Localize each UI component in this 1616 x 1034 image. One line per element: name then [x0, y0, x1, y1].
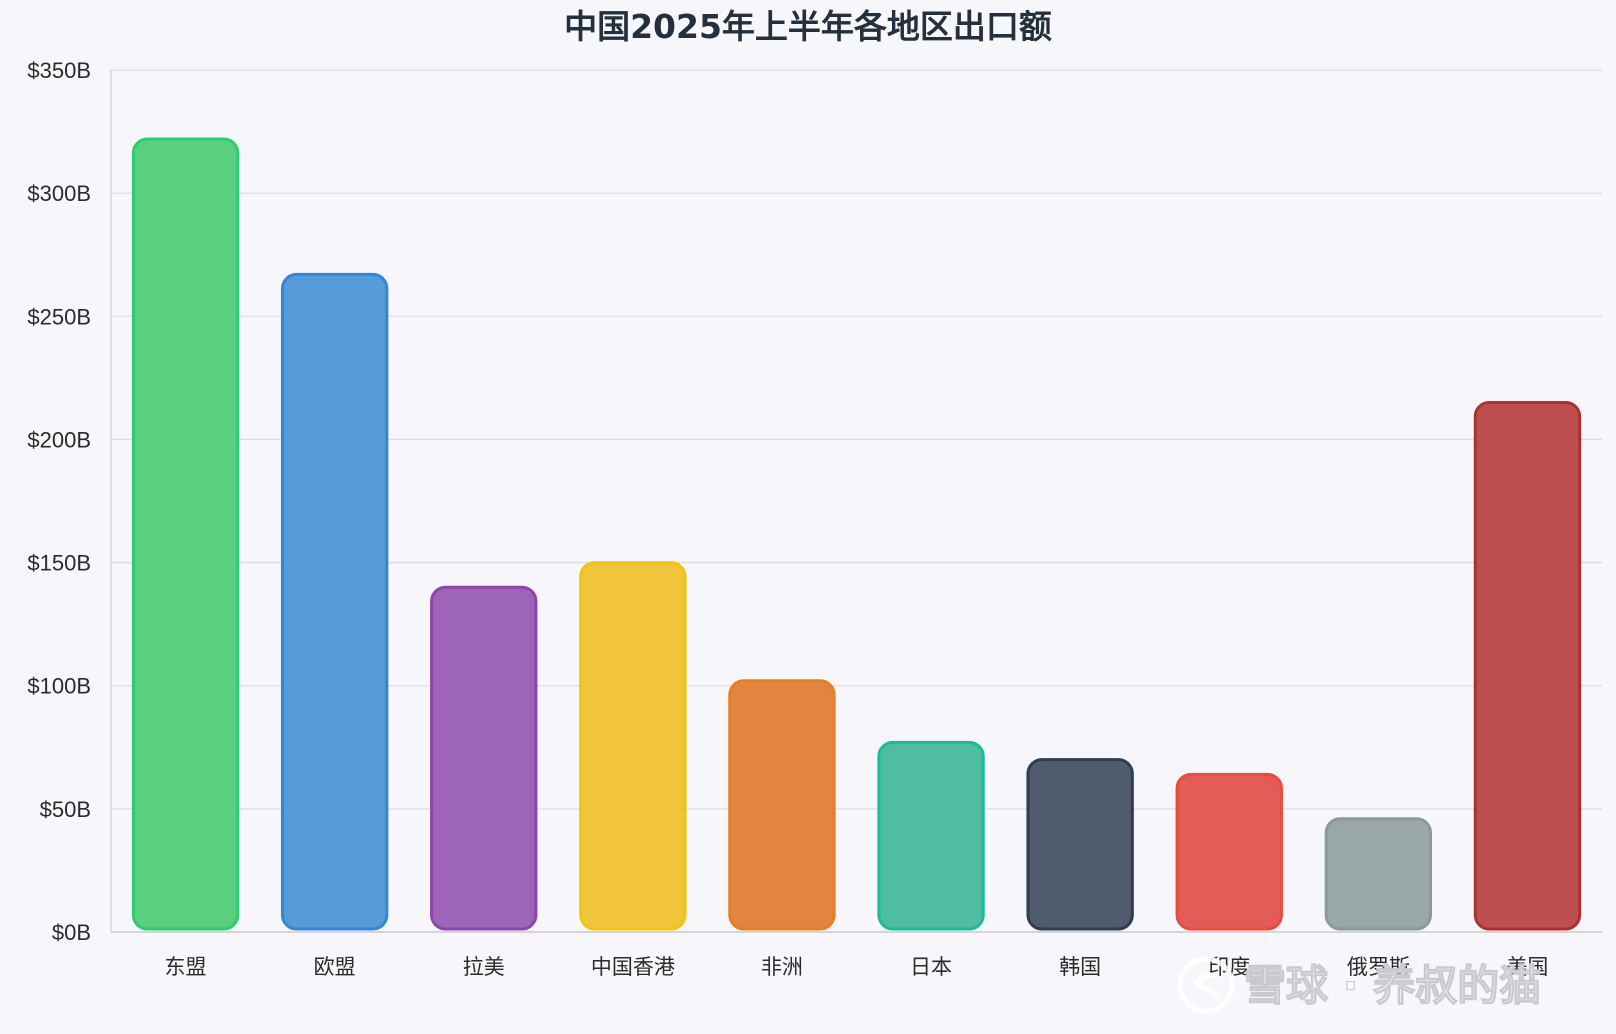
y-tick-label: $150B	[27, 551, 91, 576]
y-tick-label: $100B	[27, 674, 91, 699]
y-tick-label: $250B	[27, 304, 91, 329]
y-tick-label: $50B	[40, 797, 91, 822]
bar-美国	[1473, 400, 1582, 931]
bar-韩国	[1026, 758, 1134, 931]
y-tick-label: $350B	[27, 58, 91, 83]
x-tick-label: 美国	[1506, 955, 1548, 979]
bars	[131, 137, 1582, 931]
bar-印度	[1175, 772, 1283, 931]
bar-欧盟	[280, 272, 389, 931]
x-tick-label: 韩国	[1059, 955, 1101, 979]
x-tick-label: 拉美	[463, 955, 505, 979]
axes	[110, 70, 1602, 933]
snowball-logo-icon	[1177, 956, 1235, 1014]
chart-title: 中国2025年上半年各地区出口额	[564, 7, 1052, 46]
y-tick-label: $200B	[27, 427, 91, 452]
x-tick-label: 俄罗斯	[1347, 955, 1410, 979]
watermark-text: 雪球 · 养叔的猫	[1244, 961, 1541, 1010]
bar-日本	[877, 740, 985, 931]
bar-拉美	[430, 585, 538, 931]
x-tick-label: 东盟	[165, 955, 207, 979]
x-tick-label: 日本	[910, 955, 952, 979]
bar-中国香港	[579, 561, 687, 931]
x-axis-tick-labels: 东盟 欧盟 拉美 中国香港 非洲 日本 韩国 印度 俄罗斯 美国	[165, 955, 1549, 979]
x-tick-label: 中国香港	[591, 955, 675, 979]
y-tick-label: $0B	[52, 920, 91, 945]
bar-非洲	[728, 679, 836, 931]
bar-俄罗斯	[1324, 817, 1433, 931]
x-tick-label: 欧盟	[314, 955, 356, 979]
y-tick-label: $300B	[27, 181, 91, 206]
x-tick-label: 非洲	[761, 955, 803, 979]
watermark: 雪球 · 养叔的猫	[1177, 956, 1542, 1014]
y-axis-tick-labels: $0B $50B $100B $150B $200B $250B $300B $350B	[27, 58, 91, 945]
bar-东盟	[131, 137, 240, 931]
